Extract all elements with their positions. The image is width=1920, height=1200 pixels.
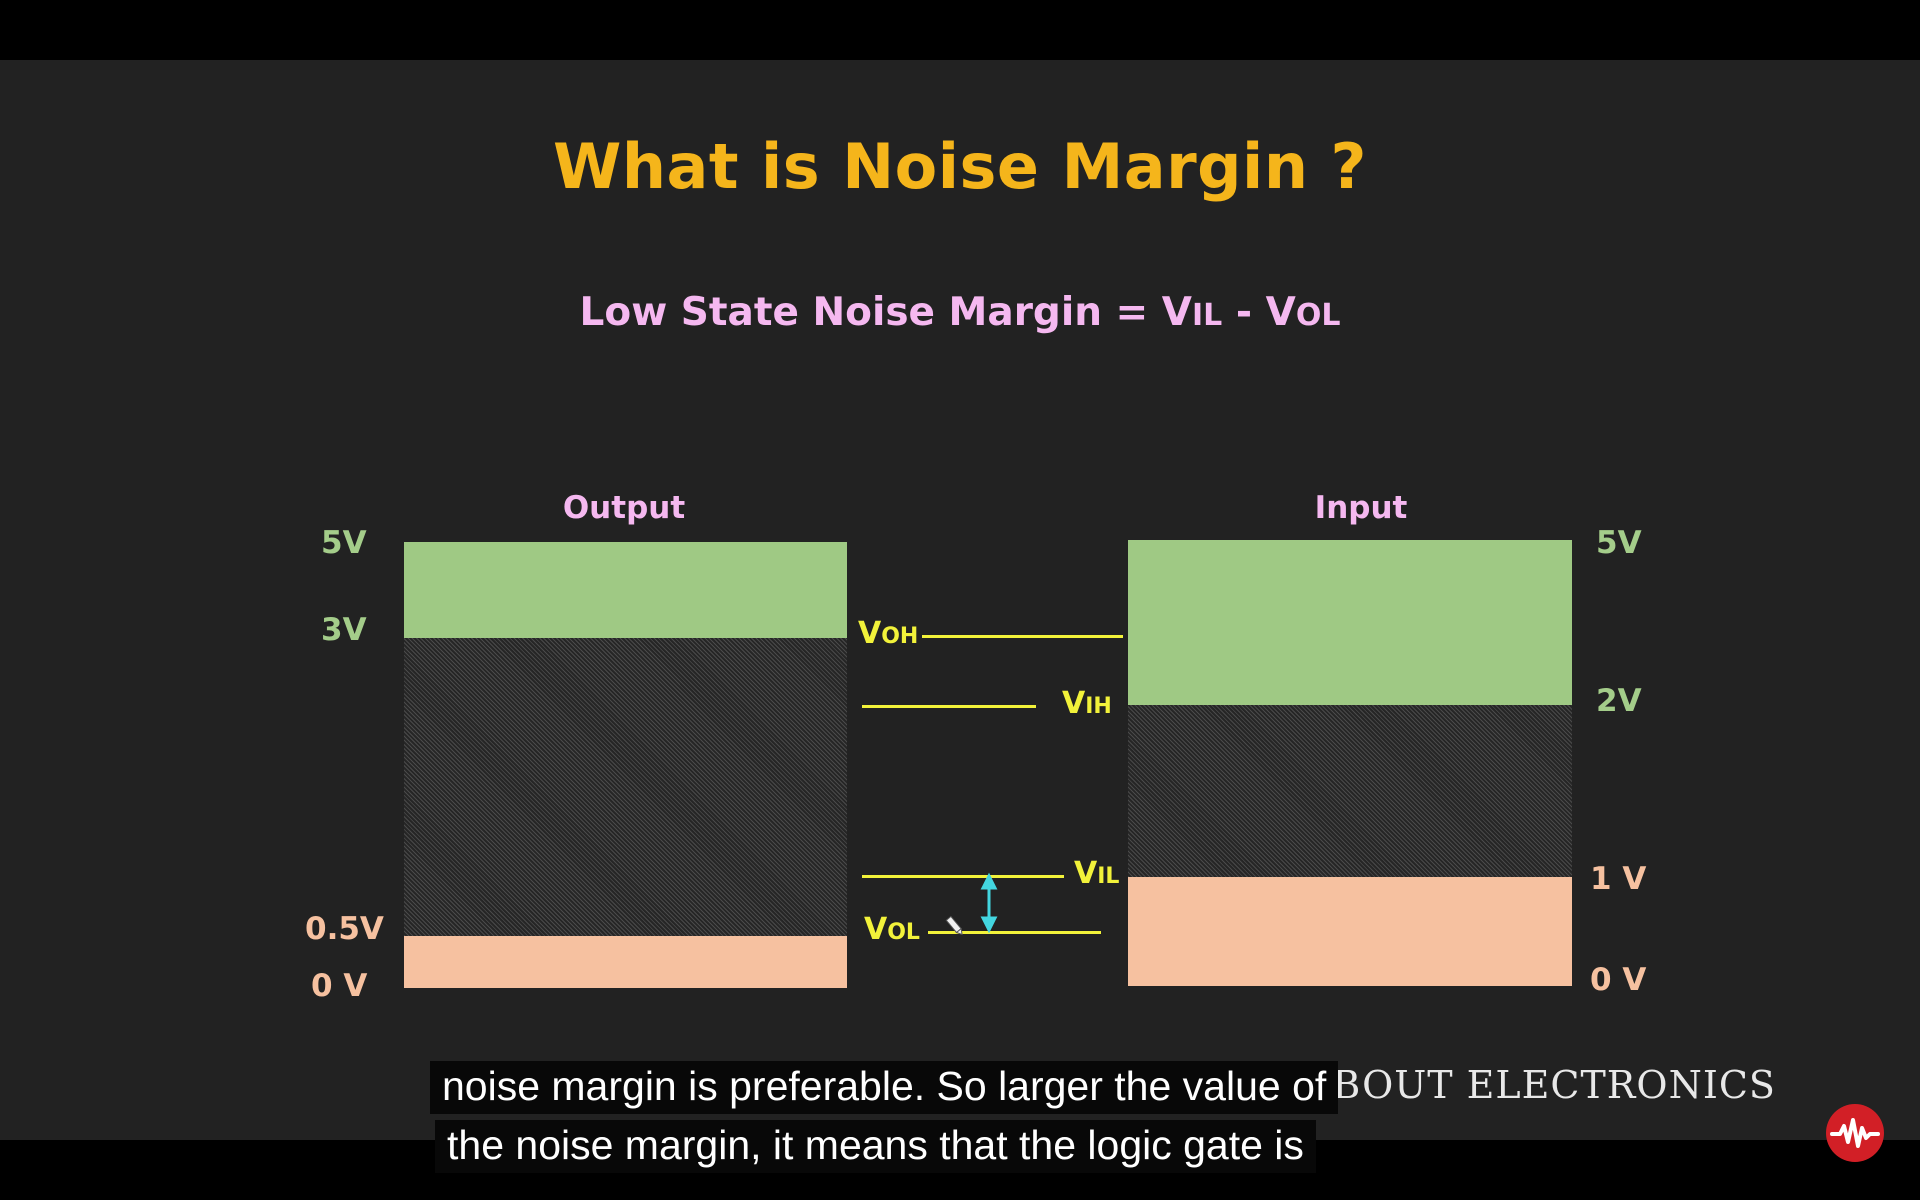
caption-line-1: noise margin is preferable. So larger th… [430, 1061, 1339, 1114]
output-scale-0v: 0 V [311, 968, 368, 1004]
formula-sub-il: IL [1192, 298, 1223, 333]
output-low-region [404, 936, 847, 988]
input-scale-1v: 1 V [1590, 861, 1647, 897]
vol-label: VOL [864, 912, 920, 947]
waveform-logo-icon[interactable] [1826, 1104, 1884, 1162]
input-high-region [1128, 540, 1572, 705]
vol-line [928, 931, 1101, 934]
slide-title: What is Noise Margin ? [552, 130, 1368, 203]
vil-line [862, 875, 1064, 878]
waveform-icon [1830, 1118, 1880, 1148]
vih-label: VIH [1062, 686, 1112, 721]
vil-label: VIL [1074, 856, 1120, 891]
output-scale-0-5v: 0.5V [305, 911, 384, 947]
formula: Low State Noise Margin = VIL - VOL [0, 290, 1920, 335]
input-scale-0v: 0 V [1590, 962, 1647, 998]
caption-line-2: the noise margin, it means that the logi… [435, 1120, 1316, 1173]
output-high-region [404, 542, 847, 638]
input-undefined-region [1128, 705, 1572, 877]
slide: What is Noise Margin ? Low State Noise M… [0, 60, 1920, 1140]
input-low-region [1128, 877, 1572, 986]
formula-prefix: Low State Noise Margin = V [579, 290, 1192, 335]
formula-middle: - V [1222, 290, 1296, 335]
voh-line [922, 635, 1123, 638]
margin-arrow-overlay [945, 872, 998, 936]
formula-sub-ol: OL [1295, 298, 1341, 333]
noise-margin-arrow [980, 872, 998, 934]
output-undefined-region [404, 638, 847, 936]
output-label: Output [562, 490, 686, 526]
output-scale-3v: 3V [321, 612, 367, 648]
voh-label: VOH [858, 616, 919, 651]
input-scale-2v: 2V [1596, 683, 1642, 719]
vih-line [862, 705, 1036, 708]
output-scale-5v: 5V [321, 525, 367, 561]
pen-pointer-icon [945, 915, 963, 936]
input-scale-5v: 5V [1596, 525, 1642, 561]
input-label: Input [1314, 490, 1408, 526]
